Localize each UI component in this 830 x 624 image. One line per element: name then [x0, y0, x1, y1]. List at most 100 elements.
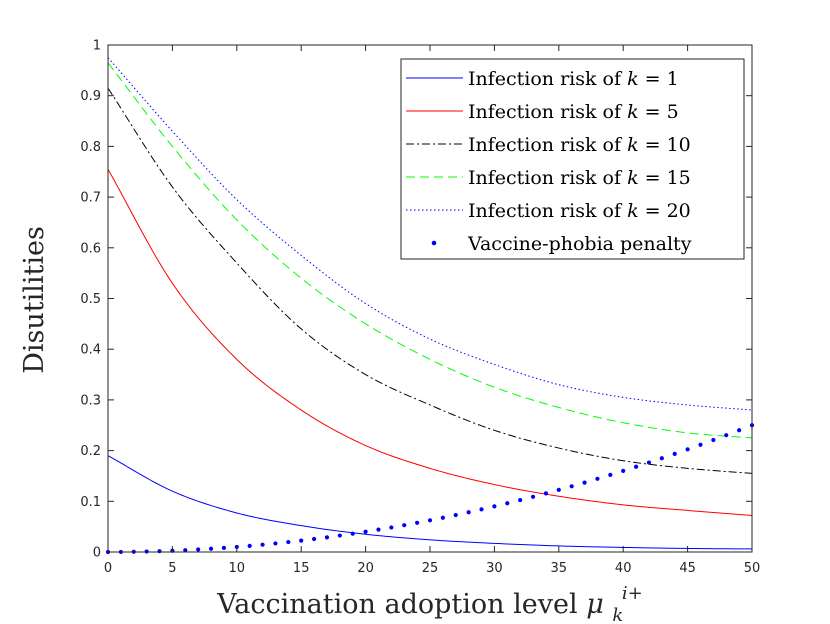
legend-item: Infection risk of k = 1 [406, 68, 679, 90]
x-tick-label: 15 [293, 561, 310, 576]
y-axis-title: Disutilities [19, 226, 50, 374]
x-tick-label: 5 [168, 561, 176, 576]
marker-point [208, 546, 214, 551]
legend-label-text: Vaccine-phobia penalty [467, 233, 692, 255]
x-tick-label: 35 [551, 561, 568, 576]
marker-point [350, 531, 355, 536]
x-tick-label: 45 [679, 561, 696, 576]
legend-label-text: Infection risk of [468, 101, 627, 123]
legend-label-var: k [627, 200, 639, 222]
legend-item: Infection risk of k = 20 [406, 200, 691, 222]
legend-label-text: Infection risk of [468, 134, 627, 156]
legend-label-eq: = 15 [639, 167, 691, 189]
y-tick-label: 0 [93, 546, 101, 561]
y-tick-label: 0.7 [80, 191, 101, 206]
marker-point [698, 442, 703, 447]
legend-item: Infection risk of k = 5 [406, 101, 679, 123]
marker-point [672, 451, 677, 456]
marker-point [492, 504, 497, 509]
marker-point [453, 512, 458, 518]
legend-marker [431, 240, 437, 246]
marker-point [402, 523, 407, 528]
marker-point [595, 476, 600, 481]
legend-label-var: k [627, 68, 639, 90]
x-tick-label: 40 [615, 561, 632, 576]
marker-point [337, 533, 342, 538]
y-tick-label: 0.2 [80, 444, 101, 459]
marker-point [724, 433, 729, 438]
x-tick-label: 10 [229, 561, 246, 576]
x-axis-title-text: Vaccination adoption level [216, 589, 577, 620]
marker-point [543, 491, 549, 496]
marker-point [646, 460, 652, 465]
marker-point [286, 539, 291, 545]
legend-label-text: Infection risk of [468, 200, 627, 222]
axes-layer: 0 5 10 15 20 25 30 35 40 45 50 0 0.1 0.2 0.3 0.4 0.5 0.6 0… [80, 39, 760, 577]
series-line-2 [107, 168, 753, 516]
marker-point [582, 480, 587, 485]
y-tick-label: 0.1 [80, 495, 101, 510]
legend-label-eq: = 1 [639, 68, 679, 90]
legend-item: Infection risk of k = 10 [406, 134, 691, 156]
marker-point [324, 535, 330, 540]
marker-point [685, 447, 690, 452]
legend-label-eq: = 5 [639, 101, 679, 123]
x-tick-label: 20 [357, 561, 374, 576]
y-tick-label: 1 [93, 39, 101, 54]
legend-label-text: Infection risk of [468, 68, 627, 90]
series-vaccine-phobia-penalty [105, 423, 755, 555]
marker-point [711, 437, 716, 443]
marker-point [415, 520, 420, 525]
y-tick-label: 0.6 [80, 241, 101, 256]
marker-point [311, 536, 317, 542]
marker-point [518, 497, 523, 503]
legend-label-eq: = 10 [639, 134, 691, 156]
legend-box [400, 58, 745, 260]
legend-item: Infection risk of k = 15 [406, 167, 691, 189]
marker-point [427, 518, 433, 523]
x-tick-label: 30 [486, 561, 503, 576]
legend-label-var: k [627, 167, 639, 189]
marker-point [659, 456, 664, 461]
marker-point [608, 472, 613, 477]
legend-label: Infection risk of k = 20 [468, 200, 691, 222]
x-axis-title: Vaccination adoption level μ k i+ [216, 583, 642, 624]
marker-point [556, 487, 561, 492]
marker-point [363, 529, 368, 534]
legend-label-eq: = 20 [639, 200, 691, 222]
marker-point [389, 525, 394, 530]
legend-item: Vaccine-phobia penalty [431, 233, 692, 255]
marker-point [440, 515, 445, 520]
marker-point [530, 494, 536, 499]
legend-label-var: k [627, 101, 639, 123]
y-tick-label: 0.8 [80, 140, 101, 155]
series-line-4 [107, 62, 753, 439]
marker-point [299, 538, 304, 543]
legend-label: Infection risk of k = 5 [468, 101, 679, 123]
legend-label: Infection risk of k = 1 [468, 68, 679, 90]
marker-point [569, 484, 574, 489]
marker-point [505, 501, 510, 506]
x-axis-title-sub: k [612, 605, 623, 624]
marker-point [196, 547, 201, 552]
series-layer [105, 57, 755, 555]
x-axis-title-symbol: μ [586, 589, 604, 620]
marker-point [466, 510, 471, 515]
marker-point [621, 468, 626, 473]
marker-point [273, 541, 278, 546]
marker-point [260, 542, 265, 547]
legend-label-var: k [627, 134, 639, 156]
x-tick-label: 25 [422, 561, 439, 576]
series-line-1 [107, 455, 753, 550]
legend-label-text: Infection risk of [468, 167, 627, 189]
legend-label: Infection risk of k = 10 [468, 134, 691, 156]
marker-point [376, 527, 381, 532]
x-tick-label: 50 [744, 561, 761, 576]
y-tick-label: 0.4 [80, 343, 101, 358]
series-line-5 [107, 57, 753, 411]
legend-label: Vaccine-phobia penalty [467, 233, 692, 255]
x-axis-title-sup: i+ [622, 583, 643, 604]
series-line-3 [107, 87, 753, 474]
